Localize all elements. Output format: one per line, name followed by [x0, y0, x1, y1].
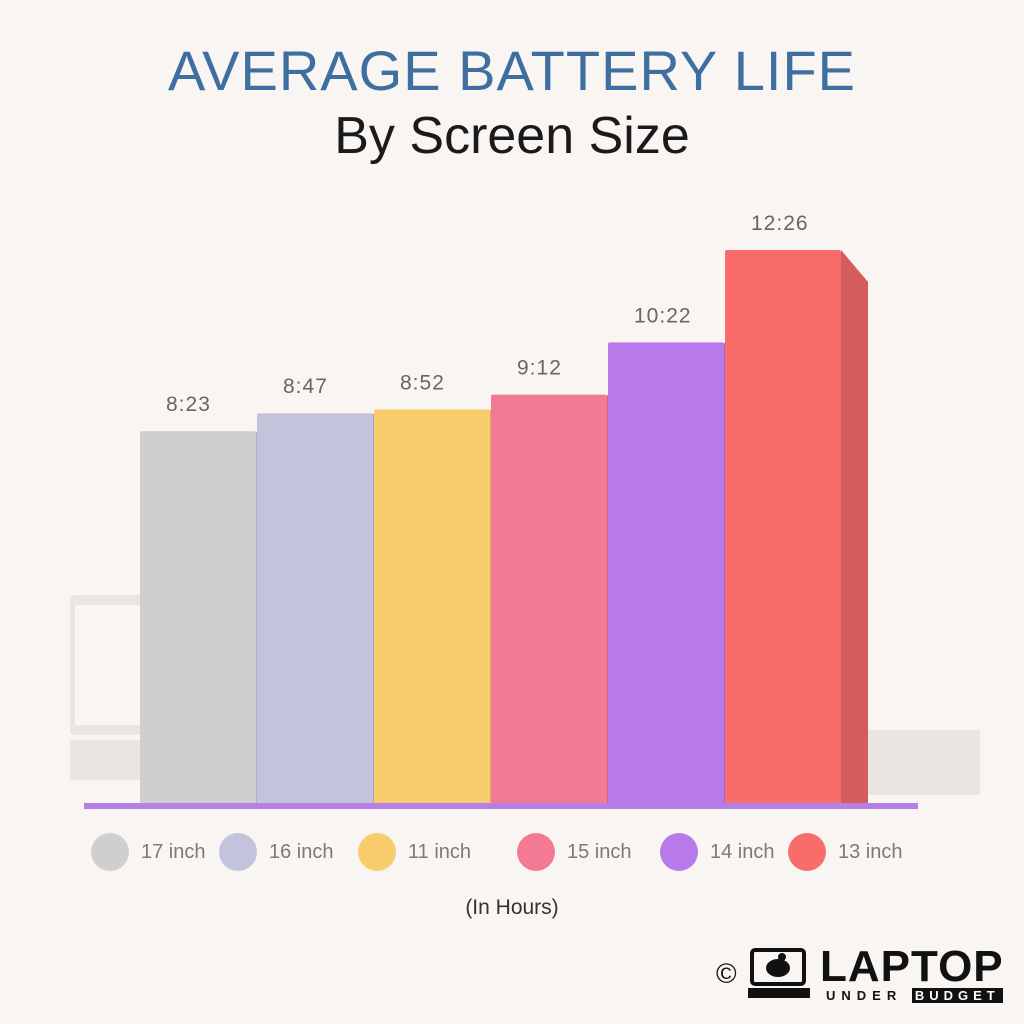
legend-swatch: [358, 833, 396, 871]
brand-logo: © LAPTOP UNDER BUDGET: [716, 942, 1008, 1006]
bar-front: [725, 250, 841, 806]
data-label: 9:12: [517, 357, 562, 380]
laptop-piggy-icon: [748, 948, 810, 998]
bar-side: [841, 250, 868, 806]
logo-tagline-light: UNDER: [826, 988, 903, 1003]
legend-item: 13 inch: [788, 830, 903, 874]
legend-label: 11 inch: [408, 840, 472, 863]
legend-item: 16 inch: [219, 830, 334, 874]
data-label: 8:52: [400, 371, 445, 394]
legend-label: 16 inch: [269, 840, 334, 863]
legend-item: 17 inch: [91, 830, 206, 874]
chart-title: AVERAGE BATTERY LIFE: [167, 39, 857, 102]
legend-label: 13 inch: [838, 840, 903, 863]
data-label: 12:26: [751, 212, 809, 235]
logo-wordmark: LAPTOP: [820, 942, 1004, 991]
logo-tagline: UNDER BUDGET: [826, 988, 1003, 1003]
legend-item: 15 inch: [517, 830, 632, 874]
legend-swatch: [91, 833, 129, 871]
legend-swatch: [788, 833, 826, 871]
data-label: 10:22: [634, 304, 692, 327]
legend-swatch: [517, 833, 555, 871]
logo-tagline-dark: BUDGET: [911, 988, 1003, 1003]
data-label: 8:47: [283, 375, 328, 398]
bar-front: [491, 394, 607, 806]
legend-label: 14 inch: [710, 840, 775, 863]
bar-front: [140, 431, 256, 806]
x-axis-baseline: [84, 803, 918, 809]
legend-swatch: [660, 833, 698, 871]
data-label: 8:23: [166, 393, 211, 416]
bar-13-inch: [725, 250, 868, 806]
bar-front: [257, 413, 373, 806]
chart-subtitle: By Screen Size: [334, 107, 690, 165]
legend-label: 15 inch: [567, 840, 632, 863]
copyright-icon: ©: [716, 958, 737, 989]
bar-front: [608, 342, 724, 806]
legend-item: 14 inch: [660, 830, 775, 874]
bar-front: [374, 409, 490, 806]
legend-swatch: [219, 833, 257, 871]
unit-note: (In Hours): [465, 896, 559, 919]
legend-item: 11 inch: [358, 830, 471, 874]
legend: 17 inch 16 inch 11 inch 15 inch 14 inch 13 in…: [0, 830, 1024, 874]
legend-label: 17 inch: [141, 840, 206, 863]
